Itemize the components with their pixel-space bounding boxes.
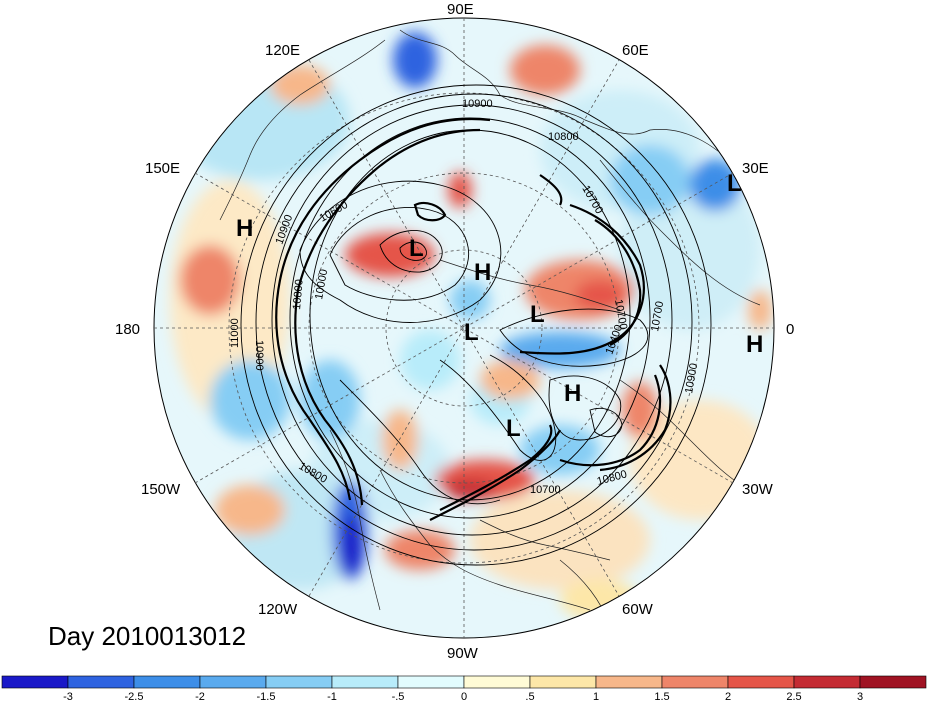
colorbar-swatch (859, 675, 927, 689)
contour-label: 10700 (612, 298, 629, 330)
contour-label: 10800 (291, 279, 306, 311)
colorbar-swatch (595, 675, 663, 689)
colorbar-swatch (1, 675, 69, 689)
colorbar-swatch (67, 675, 135, 689)
colorbar-tick-label: 2.5 (786, 691, 801, 702)
colorbar-swatch (331, 675, 399, 689)
contour-label: 10700 (649, 300, 666, 332)
longitude-labels: 90E 60E 30E 0 30W 60W 90W 120W 150W 180 … (115, 1, 794, 662)
colorbar-tick-label: .5 (525, 691, 534, 702)
contour-label: 10000 (313, 268, 330, 300)
lon-label: 120W (258, 601, 298, 618)
colorbar-swatch (397, 675, 465, 689)
lon-label: 90E (447, 1, 474, 18)
colorbar-swatch (661, 675, 729, 689)
colorbar-tick-label: 3 (857, 691, 863, 702)
contour-label: 10700 (530, 484, 561, 496)
lon-label: 90W (447, 645, 479, 662)
colorbar: -3 -2.5 -2 -1.5 -1 -.5 0 .5 1 1.5 2 2.5 3 (1, 675, 927, 702)
low-center: L (409, 235, 424, 262)
coastlines (219, 29, 761, 626)
low-center: L (506, 415, 521, 442)
colorbar-tick-label: 1 (593, 691, 599, 702)
lon-label: 150W (141, 481, 181, 498)
colorbar-tick-label: -3 (63, 691, 73, 702)
high-center: H (236, 215, 253, 242)
low-center: L (727, 170, 742, 197)
lon-label: 60W (622, 601, 654, 618)
contour-label: 10900 (462, 98, 493, 110)
map-title: Day 2010013012 (48, 621, 246, 651)
colorbar-tick-label: -.5 (392, 691, 405, 702)
colorbar-swatch (793, 675, 861, 689)
colorbar-swatch (265, 675, 333, 689)
lon-label: 0 (786, 321, 794, 338)
contour-label: 10800 (548, 131, 579, 143)
low-center: L (464, 319, 479, 346)
high-center: H (564, 380, 581, 407)
colorbar-tick-label: 2 (725, 691, 731, 702)
colorbar-tick-label: -1.5 (257, 691, 276, 702)
contour-label: 10900 (253, 340, 265, 371)
colorbar-tick-label: 0 (461, 691, 467, 702)
lon-label: 180 (115, 321, 140, 338)
lon-label: 60E (622, 42, 649, 59)
contour-label: 10900 (683, 362, 700, 394)
colorbar-swatch (463, 675, 531, 689)
colorbar-tick-label: 1.5 (654, 691, 669, 702)
high-center: H (474, 259, 491, 286)
jet-contours (275, 118, 672, 521)
colorbar-tick-label: -2 (195, 691, 205, 702)
colorbar-tick-label: -1 (327, 691, 337, 702)
colorbar-tick-label: -2.5 (125, 691, 144, 702)
lon-label: 30E (742, 160, 769, 177)
lon-label: 120E (265, 42, 300, 59)
contour-label: 11000 (229, 318, 241, 348)
colorbar-swatch (199, 675, 267, 689)
colorbar-swatch (529, 675, 597, 689)
pressure-centers: H L H L L H L L H (236, 170, 763, 442)
lon-label: 30W (742, 481, 774, 498)
colorbar-swatch (727, 675, 795, 689)
colorbar-swatch (133, 675, 201, 689)
low-center: L (530, 301, 545, 328)
lon-label: 150E (145, 160, 180, 177)
high-center: H (746, 331, 763, 358)
